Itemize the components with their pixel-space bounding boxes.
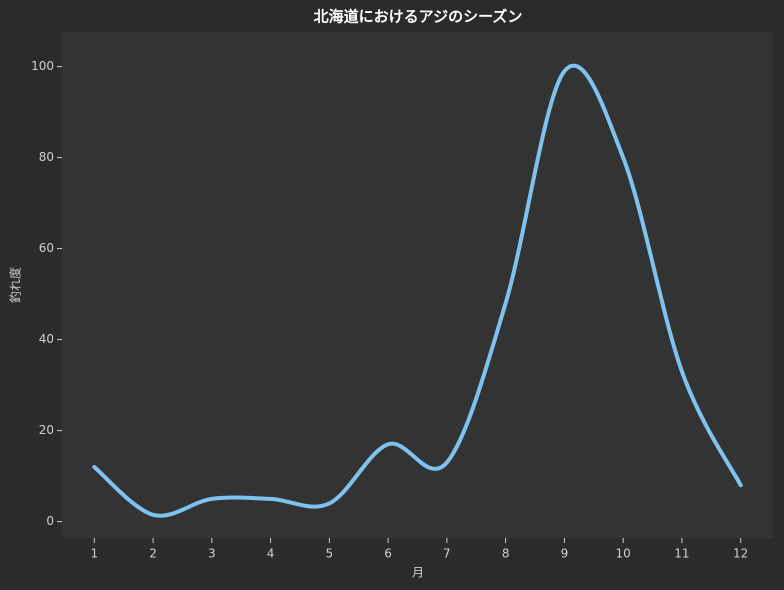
x-tick-label: 1	[90, 547, 98, 561]
x-tick-label: 10	[616, 547, 631, 561]
x-tick-label: 4	[267, 547, 275, 561]
y-tick-label: 40	[39, 332, 54, 346]
x-axis-label: 月	[412, 566, 424, 580]
y-tick-label: 80	[39, 150, 54, 164]
x-tick-label: 2	[149, 547, 157, 561]
x-tick-label: 7	[443, 547, 451, 561]
x-tick-label: 5	[326, 547, 334, 561]
x-tick-label: 9	[561, 547, 569, 561]
x-tick-label: 12	[733, 547, 748, 561]
y-axis-label: 釣れ度	[8, 267, 23, 303]
x-tick-label: 8	[502, 547, 510, 561]
y-tick-label: 0	[46, 514, 54, 528]
x-tick-label: 11	[674, 547, 689, 561]
plot-area	[62, 32, 773, 538]
y-tick-label: 60	[39, 241, 54, 255]
chart-title: 北海道におけるアジのシーズン	[314, 8, 523, 26]
y-tick-label: 100	[31, 59, 54, 73]
line	[92, 63, 743, 518]
x-tick-label: 6	[384, 547, 392, 561]
y-tick-label: 20	[39, 423, 54, 437]
x-tick-label: 3	[208, 547, 216, 561]
